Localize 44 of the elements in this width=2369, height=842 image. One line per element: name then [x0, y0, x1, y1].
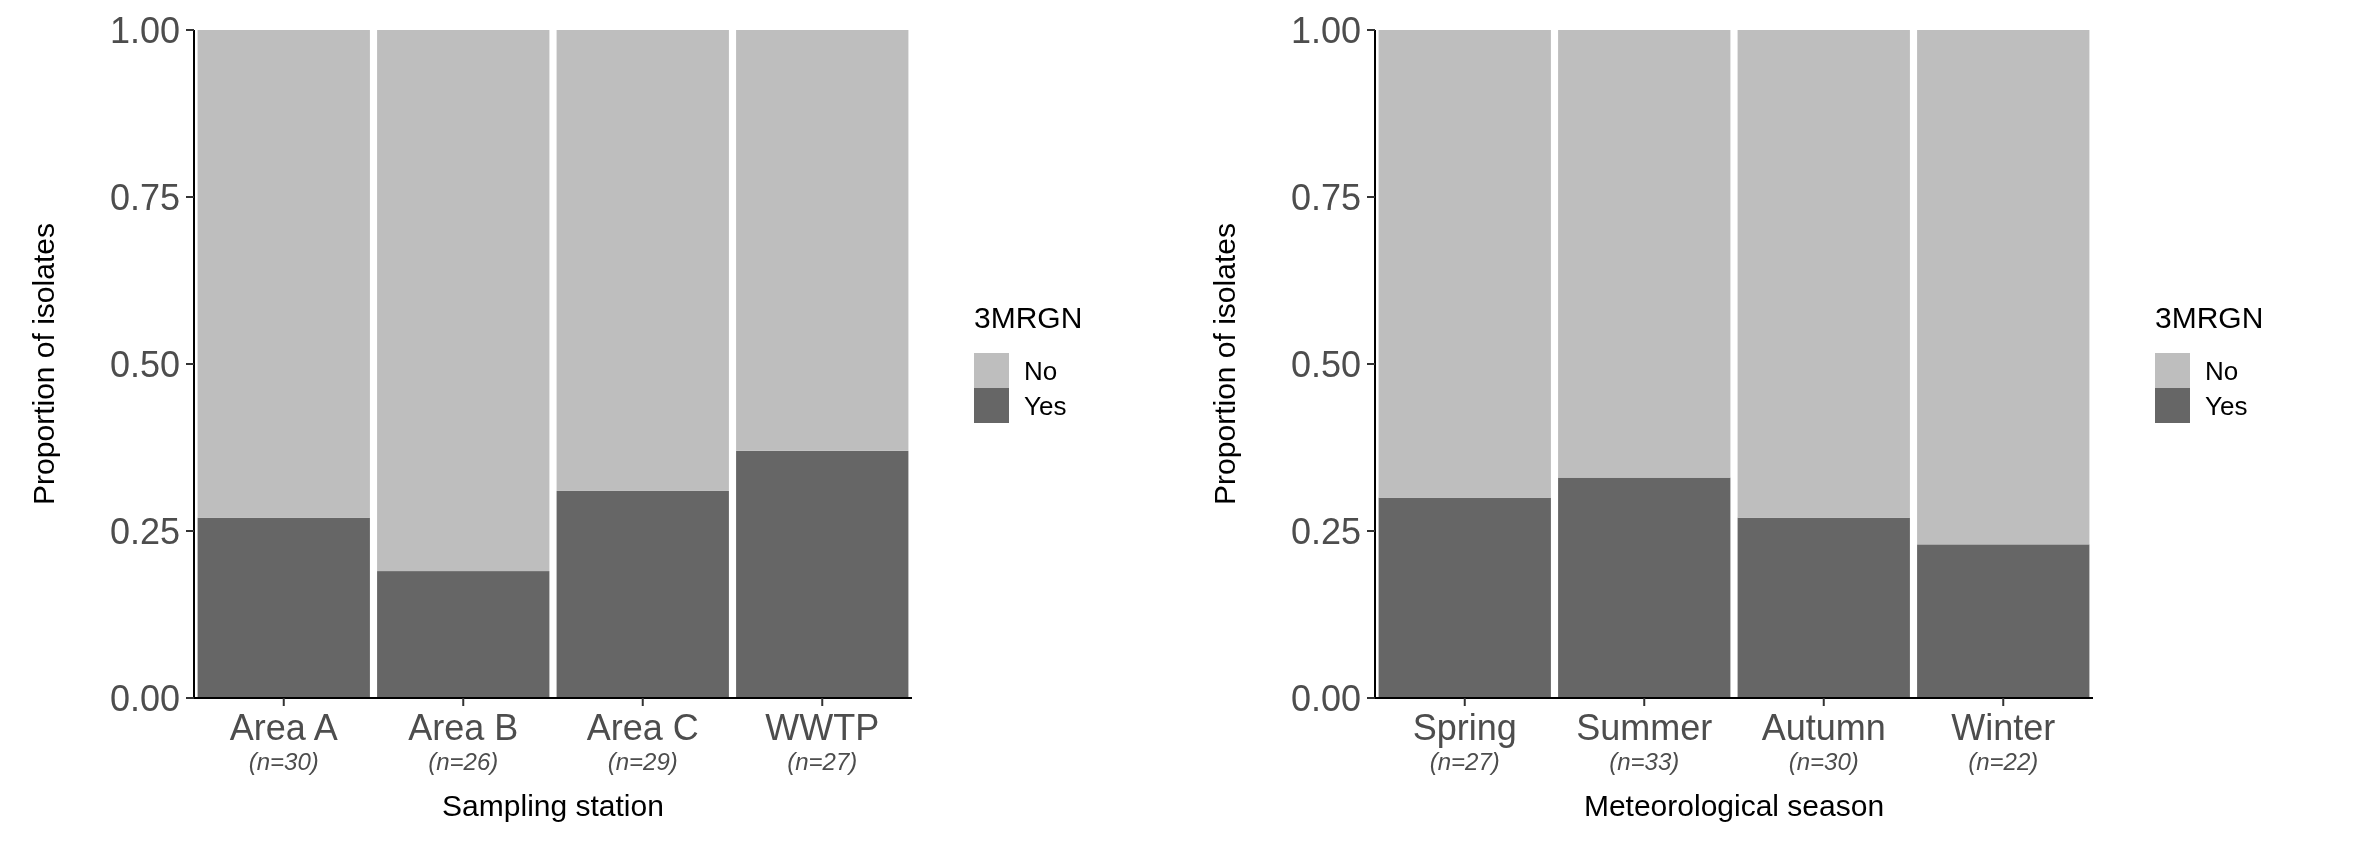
bar: [377, 571, 550, 698]
y-tick-label: 0.75: [1290, 176, 1361, 218]
x-axis-title: Sampling station: [442, 789, 664, 822]
x-tick-label: Winter (n=22): [1951, 707, 2056, 775]
bar: [1737, 30, 1910, 518]
x-tick-label: Area A (n=30): [229, 707, 338, 775]
y-tick-label: 0.25: [109, 510, 180, 552]
y-tick-label: 0.00: [1290, 677, 1361, 719]
bar: [736, 30, 909, 451]
bar: [556, 490, 729, 698]
y-tick-label: 0.50: [109, 343, 180, 385]
y-tick-label: 0.75: [109, 176, 180, 218]
bar: [1378, 497, 1551, 698]
legend-label: Yes: [2205, 391, 2248, 422]
y-axis-title: Proportion of isolates: [1208, 223, 1241, 505]
legend-label: Yes: [1024, 391, 1067, 422]
x-tick-label: Autumn (n=30): [1761, 707, 1886, 775]
y-tick-label: 0.25: [1290, 510, 1361, 552]
legend-label: No: [1024, 356, 1058, 387]
y-tick-label: 0.00: [109, 677, 180, 719]
legend-label: No: [2205, 356, 2239, 387]
bar: [1917, 544, 2090, 698]
bar: [197, 30, 370, 518]
bar: [556, 30, 729, 491]
bar: [377, 30, 550, 572]
y-axis-title: Proportion of isolates: [27, 223, 60, 505]
x-tick-label: Area C (n=29): [586, 707, 699, 775]
bar: [1917, 30, 2090, 545]
x-tick-label: Area B (n=26): [408, 707, 519, 775]
x-tick-label: Summer (n=33): [1576, 707, 1713, 775]
bar: [736, 450, 909, 698]
legend-title: 3MRGN: [2155, 301, 2264, 334]
y-tick-label: 0.50: [1290, 343, 1361, 385]
y-tick-label: 1.00: [109, 9, 180, 51]
x-tick-label: Spring (n=27): [1412, 707, 1517, 775]
y-tick-label: 1.00: [1290, 9, 1361, 51]
x-axis-title: Meteorological season: [1583, 789, 1885, 822]
bar: [1558, 30, 1731, 478]
bar: [1558, 477, 1731, 698]
legend-title: 3MRGN: [974, 301, 1083, 334]
bar: [1378, 30, 1551, 498]
bar: [197, 517, 370, 698]
x-tick-label: WWTP (n=27): [765, 707, 880, 775]
bar: [1737, 517, 1910, 698]
